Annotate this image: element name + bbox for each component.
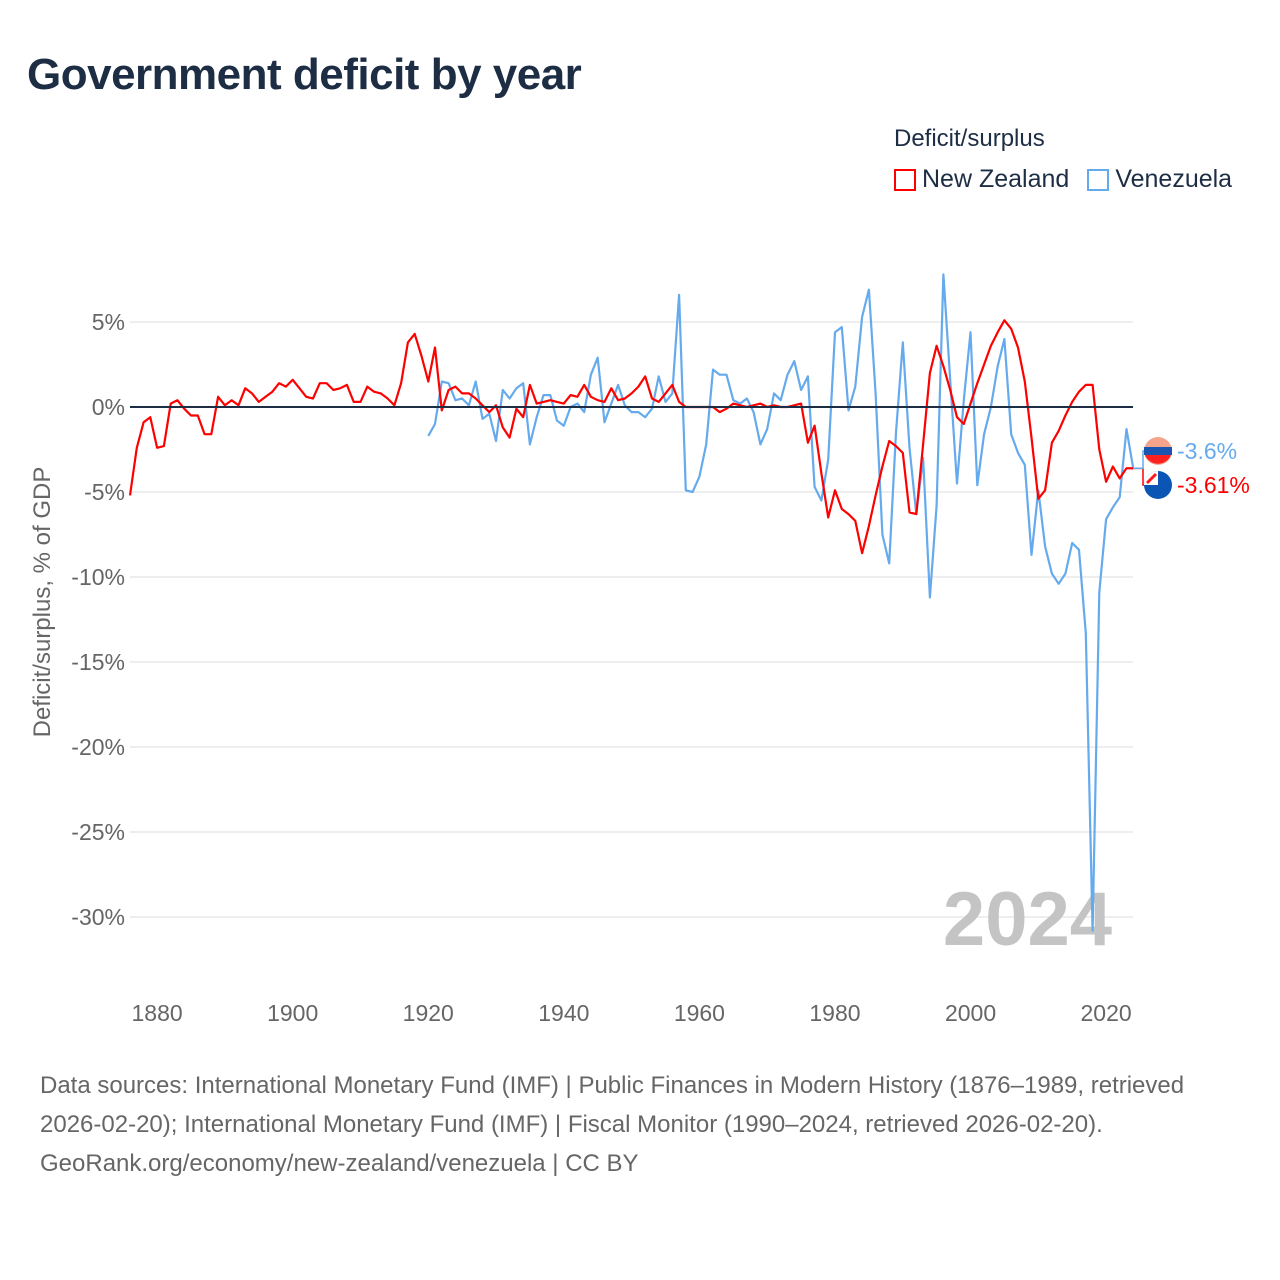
legend-item-new-zealand[interactable]: New Zealand [894, 165, 1069, 194]
x-tick-label: 1900 [267, 1000, 318, 1026]
x-tick-label: 1940 [538, 1000, 589, 1026]
legend-item-venezuela[interactable]: Venezuela [1087, 165, 1232, 194]
x-tick-label: 2000 [945, 1000, 996, 1026]
y-axis-label: Deficit/surplus, % of GDP [29, 467, 56, 738]
end-value-label-venezuela: -3.6% [1177, 438, 1237, 464]
legend-swatch-new-zealand [894, 168, 916, 191]
legend-label: Venezuela [1115, 165, 1233, 193]
chart-title: Government deficit by year [27, 50, 582, 99]
x-tick-label: 1920 [403, 1000, 454, 1026]
x-tick-label: 1960 [674, 1000, 725, 1026]
end-value-label-new-zealand: -3.61% [1177, 472, 1250, 498]
flag-venezuela-icon [1144, 437, 1172, 465]
y-tick-label: -15% [71, 649, 125, 675]
series-line-venezuela[interactable] [427, 273, 1135, 932]
legend: New Zealand Venezuela [894, 165, 1232, 194]
y-tick-label: -20% [71, 734, 125, 760]
credit-link[interactable]: GeoRank.org/economy/new-zealand/venezuel… [40, 1150, 639, 1177]
series-line-new-zealand[interactable] [128, 319, 1134, 555]
watermark-year: 2024 [943, 877, 1112, 962]
x-tick-label: 1980 [809, 1000, 860, 1026]
footer: Data sources: International Monetary Fun… [40, 1066, 1240, 1183]
flag-new-zealand-icon [1144, 471, 1172, 499]
legend-title: Deficit/surplus [894, 125, 1045, 152]
data-sources: Data sources: International Monetary Fun… [40, 1072, 1185, 1138]
legend-label: New Zealand [922, 165, 1070, 193]
y-tick-label: 0% [92, 394, 125, 420]
y-tick-label: -5% [84, 479, 125, 505]
y-tick-label: -30% [71, 904, 125, 930]
y-tick-label: -10% [71, 564, 125, 590]
x-tick-label: 2020 [1081, 1000, 1132, 1026]
y-tick-label: -25% [71, 819, 125, 845]
end-connector [1133, 467, 1146, 486]
legend-swatch-venezuela [1087, 168, 1110, 191]
x-tick-label: 1880 [132, 1000, 183, 1026]
y-tick-label: 5% [92, 309, 125, 335]
